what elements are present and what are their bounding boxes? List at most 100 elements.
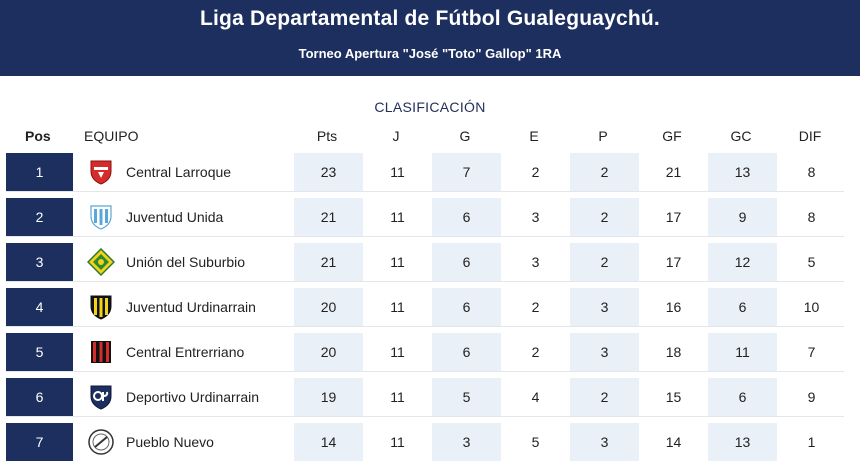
pueblo-nuevo-crest-icon [86,427,116,457]
col-header-gc: GC [730,128,752,144]
table-row[interactable]: 5 Central Entrerriano 20 11 6 2 3 18 11 … [6,333,844,373]
gf-cell: 17 [665,209,682,225]
gf-cell: 18 [665,344,682,360]
row-divider [6,191,844,192]
pts-cell: 19 [294,378,363,416]
col-header-e: E [529,128,539,144]
tournament-subtitle: Torneo Apertura "José "Toto" Gallop" 1RA [298,46,562,61]
g-cell: 3 [432,423,501,461]
g-cell: 6 [432,243,501,281]
team-name: Pueblo Nuevo [126,434,214,450]
j-cell: 11 [390,299,405,315]
j-cell: 11 [390,254,405,270]
p-cell: 2 [570,153,639,191]
col-header-p: P [598,128,608,144]
gf-cell: 14 [665,434,682,450]
e-cell: 3 [531,209,540,225]
col-header-pts: Pts [316,128,338,144]
pts-cell: 20 [294,288,363,326]
position-cell: 2 [6,198,73,236]
team-name: Central Larroque [126,164,232,180]
table-row[interactable]: 3 Unión del Suburbio 21 11 6 3 2 17 12 5 [6,243,844,283]
dif-cell: 8 [807,209,816,225]
gc-cell: 13 [708,423,777,461]
deportivo-urdinarrain-crest-icon [86,382,116,412]
g-cell: 6 [432,288,501,326]
col-header-j: J [392,128,400,144]
j-cell: 11 [390,164,405,180]
team-name: Deportivo Urdinarrain [126,389,260,405]
dif-cell: 7 [807,344,816,360]
table-row[interactable]: 4 Juventud Urdinarrain 20 11 6 2 3 16 6 … [6,288,844,328]
gf-cell: 16 [665,299,682,315]
team-cell[interactable]: Central Larroque [78,153,294,191]
team-cell[interactable]: Unión del Suburbio [78,243,294,281]
j-cell: 11 [390,209,405,225]
pts-cell: 21 [294,243,363,281]
row-divider [6,326,844,327]
col-header-g: G [459,128,471,144]
position-cell: 4 [6,288,73,326]
table-row[interactable]: 6 Deportivo Urdinarrain 19 11 5 4 2 15 6… [6,378,844,418]
team-cell[interactable]: Deportivo Urdinarrain [78,378,294,416]
position-cell: 6 [6,378,73,416]
g-cell: 5 [432,378,501,416]
dif-cell: 1 [807,434,816,450]
e-cell: 2 [531,344,540,360]
e-cell: 2 [531,299,540,315]
team-cell[interactable]: Juventud Unida [78,198,294,236]
gc-cell: 11 [708,333,777,371]
e-cell: 5 [531,434,540,450]
j-cell: 11 [390,344,405,360]
table-row[interactable]: 2 Juventud Unida 21 11 6 3 2 17 9 8 [6,198,844,238]
row-divider [6,236,844,237]
p-cell: 2 [570,378,639,416]
dif-cell: 9 [807,389,816,405]
gf-cell: 17 [665,254,682,270]
gc-cell: 6 [708,288,777,326]
position-cell: 5 [6,333,73,371]
team-cell[interactable]: Pueblo Nuevo [78,423,294,461]
j-cell: 11 [390,389,405,405]
table-row[interactable]: 1 Central Larroque 23 11 7 2 2 21 13 8 [6,153,844,193]
team-name: Unión del Suburbio [126,254,246,270]
pts-cell: 14 [294,423,363,461]
g-cell: 6 [432,333,501,371]
position-cell: 1 [6,153,73,191]
p-cell: 3 [570,333,639,371]
gc-cell: 12 [708,243,777,281]
position-cell: 3 [6,243,73,281]
team-name: Juventud Urdinarrain [126,299,256,315]
pts-cell: 20 [294,333,363,371]
juventud-unida-crest-icon [86,202,116,232]
team-name: Central Entrerriano [126,344,245,360]
p-cell: 2 [570,243,639,281]
pts-cell: 23 [294,153,363,191]
position-cell: 7 [6,423,73,461]
gc-cell: 13 [708,153,777,191]
team-cell[interactable]: Juventud Urdinarrain [78,288,294,326]
team-name: Juventud Unida [126,209,224,225]
e-cell: 4 [531,389,540,405]
col-header-team: EQUIPO [84,128,139,144]
col-header-gf: GF [662,128,682,144]
row-divider [6,416,844,417]
g-cell: 7 [432,153,501,191]
team-cell[interactable]: Central Entrerriano [78,333,294,371]
dif-cell: 8 [807,164,816,180]
col-header-dif: DIF [798,128,822,144]
p-cell: 2 [570,198,639,236]
union-del-suburbio-crest-icon [86,247,116,277]
table-row[interactable]: 7 Pueblo Nuevo 14 11 3 5 3 14 13 1 [6,423,844,461]
gc-cell: 9 [708,198,777,236]
gf-cell: 21 [665,164,682,180]
e-cell: 2 [531,164,540,180]
gf-cell: 15 [665,389,682,405]
g-cell: 6 [432,198,501,236]
dif-cell: 5 [807,254,816,270]
e-cell: 3 [531,254,540,270]
table-header: Pos EQUIPO Pts J G E P GF GC DIF [0,128,860,148]
central-entrerriano-crest-icon [86,337,116,367]
p-cell: 3 [570,423,639,461]
j-cell: 11 [390,434,405,450]
